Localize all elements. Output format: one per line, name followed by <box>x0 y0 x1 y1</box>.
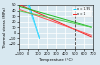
α = 1.95 <box>89 26 90 27</box>
α = 1.95 <box>18 6 20 7</box>
α = 1.95 <box>78 23 79 24</box>
α = 1.95 <box>53 16 54 17</box>
X-axis label: Temperature (°C): Temperature (°C) <box>39 58 73 62</box>
α = 1.95 <box>61 18 63 19</box>
Y-axis label: Thermal stress (MPa): Thermal stress (MPa) <box>4 7 8 48</box>
Line: α = 1.95: α = 1.95 <box>19 6 91 27</box>
α = 1.95 <box>57 17 59 18</box>
Legend: α = 1.95, α = 1: α = 1.95, α = 1 <box>72 6 92 17</box>
